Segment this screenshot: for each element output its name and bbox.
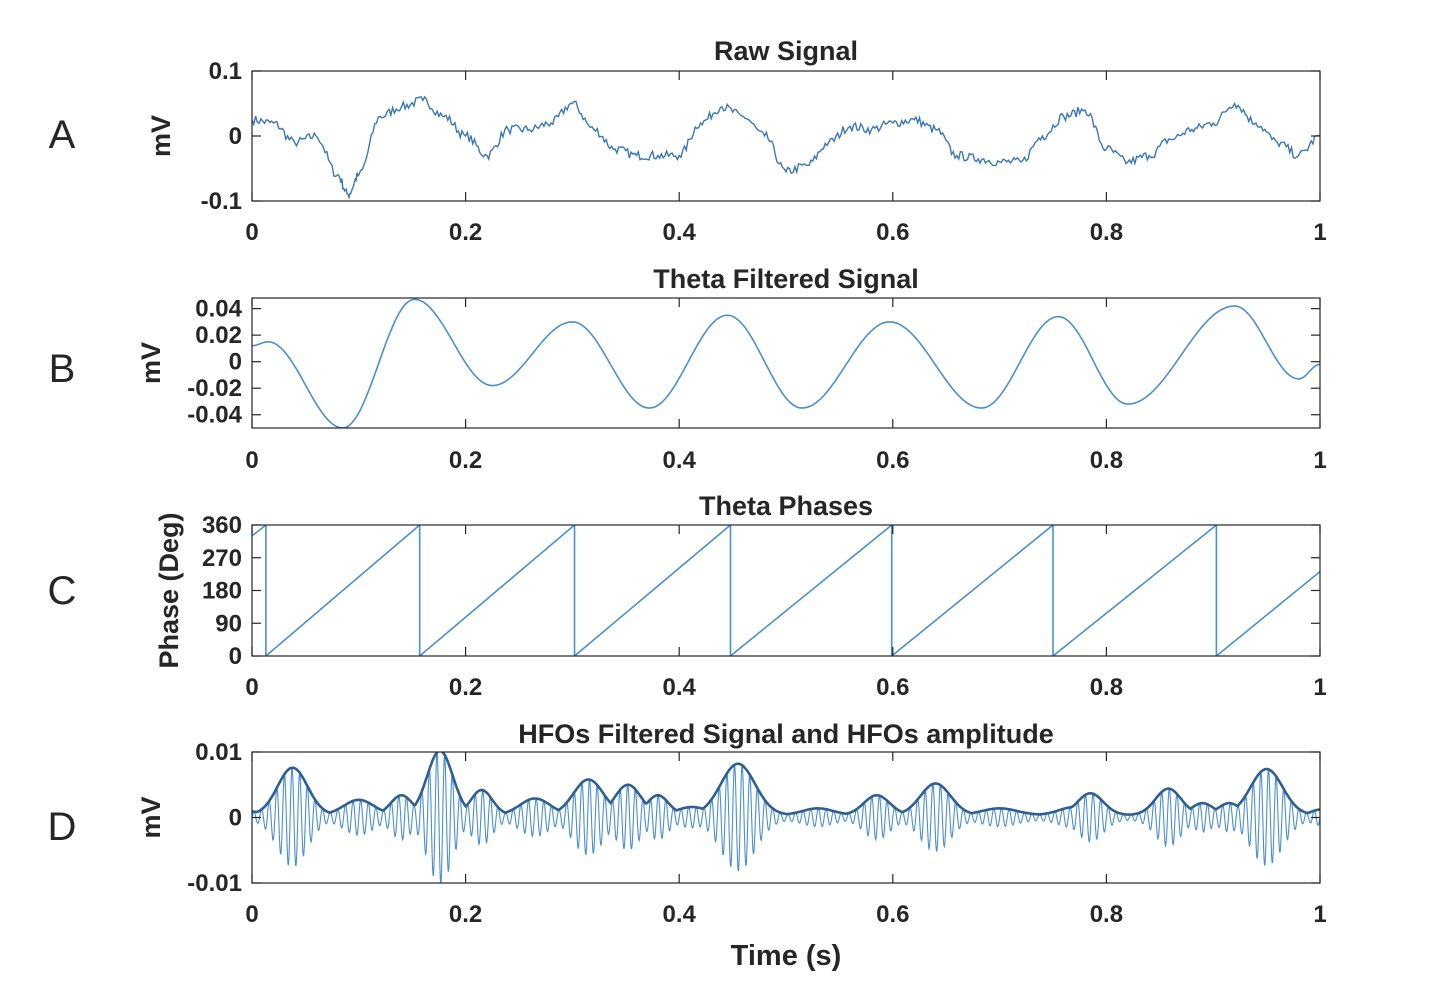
x-tick-label: 0.8 — [1090, 901, 1123, 928]
x-tick-label: 0.8 — [1090, 447, 1123, 474]
theta-filtered-line — [252, 298, 1320, 428]
hfo-filtered-line — [252, 752, 1320, 883]
panel-d: D HFOs Filtered Signal and HFOs amplitude… — [48, 719, 1327, 928]
x-axis-label: Time (s) — [731, 940, 842, 972]
y-axis-label: mV — [136, 796, 166, 838]
y-axis-label: mV — [146, 115, 176, 157]
y-tick-label: -0.02 — [187, 375, 242, 402]
y-tick-label: 270 — [202, 545, 242, 572]
panel-b: B Theta Filtered Signal mV 0 0.2 0.4 0.6 0.8 1 -0… — [49, 264, 1327, 474]
x-tick-label: 0.4 — [663, 901, 697, 928]
x-tick-label: 0.2 — [449, 219, 482, 246]
hfo-amplitude-line — [252, 752, 1320, 816]
x-tick-label: 1 — [1313, 219, 1326, 246]
chart-title: Theta Filtered Signal — [653, 264, 919, 294]
y-tick-label: 0.02 — [195, 322, 242, 349]
x-tick-label: 0.2 — [449, 674, 482, 701]
y-tick-label: 180 — [202, 578, 242, 605]
y-tick-label: 0.1 — [209, 58, 242, 85]
x-tick-label: 0 — [245, 219, 258, 246]
x-tick-label: 0 — [245, 901, 258, 928]
panel-c: C Theta Phases Phase (Deg) 0 0.2 0.4 0.6 0.8 1 0 9… — [48, 491, 1327, 701]
raw-signal-line — [252, 95, 1320, 200]
y-tick-label: 90 — [215, 610, 242, 637]
x-tick-label: 0.4 — [663, 674, 697, 701]
x-tick-label: 0.8 — [1090, 219, 1123, 246]
chart-title: Raw Signal — [714, 36, 858, 66]
chart-title: HFOs Filtered Signal and HFOs amplitude — [518, 719, 1054, 749]
y-tick-label: 0 — [229, 643, 242, 670]
x-tick-label: 1 — [1313, 901, 1326, 928]
x-tick-label: 0.6 — [876, 447, 909, 474]
x-tick-label: 1 — [1313, 674, 1326, 701]
x-tick-label: 0.6 — [876, 674, 909, 701]
panel-letter: D — [48, 805, 77, 849]
axes-box — [251, 297, 1321, 429]
axes-box — [251, 70, 1321, 202]
theta-phase-line — [252, 525, 1320, 656]
panel-letter: A — [49, 113, 76, 157]
x-tick-label: 0 — [245, 674, 258, 701]
y-tick-label: -0.04 — [187, 402, 242, 429]
x-tick-label: 0 — [245, 447, 258, 474]
x-tick-label: 0.4 — [663, 447, 697, 474]
y-tick-label: 0 — [229, 805, 242, 832]
x-tick-label: 0.2 — [449, 447, 482, 474]
x-tick-label: 0.4 — [663, 219, 697, 246]
chart-title: Theta Phases — [699, 491, 873, 521]
x-tick-label: 0.8 — [1090, 674, 1123, 701]
panel-letter: C — [48, 569, 77, 613]
axes-box — [251, 524, 1321, 657]
y-axis-label: mV — [136, 342, 166, 384]
y-tick-label: -0.1 — [201, 188, 242, 215]
x-tick-label: 0.2 — [449, 901, 482, 928]
y-tick-label: -0.01 — [187, 870, 242, 897]
y-tick-label: 0 — [229, 123, 242, 150]
y-tick-label: 360 — [202, 512, 242, 539]
y-axis-label: Phase (Deg) — [154, 512, 184, 668]
y-tick-label: 0 — [229, 349, 242, 376]
x-tick-label: 1 — [1313, 447, 1326, 474]
panel-letter: B — [49, 347, 76, 391]
y-tick-label: 0.01 — [195, 739, 242, 766]
y-tick-label: 0.04 — [195, 296, 242, 323]
x-tick-label: 0.6 — [876, 901, 909, 928]
x-tick-label: 0.6 — [876, 219, 909, 246]
